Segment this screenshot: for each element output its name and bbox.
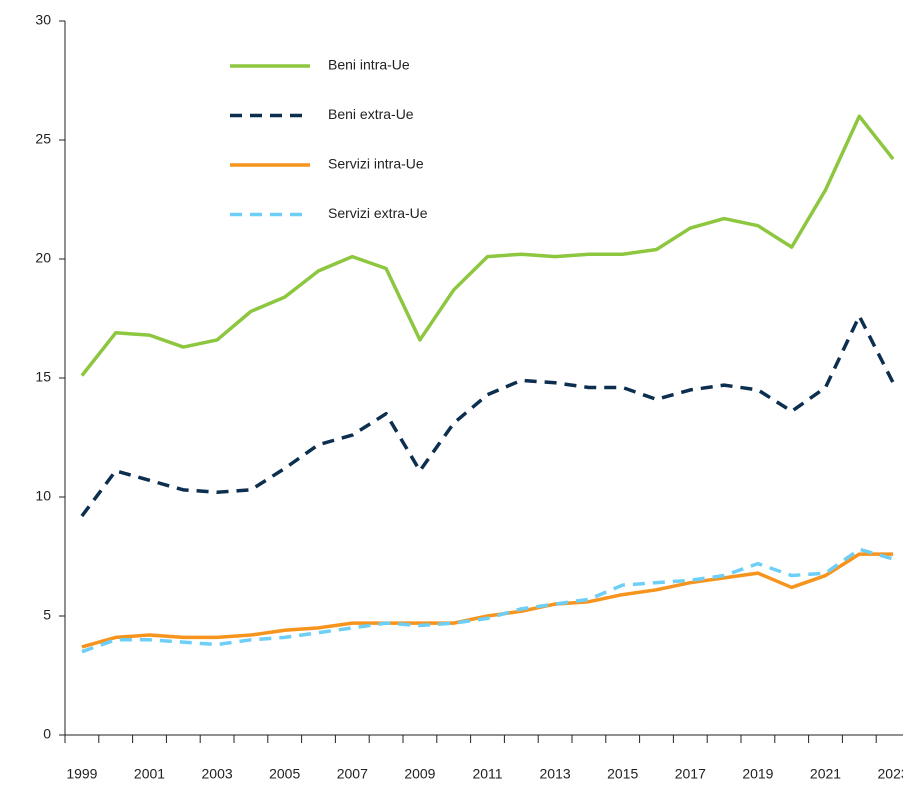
legend-label: Servizi extra-Ue bbox=[328, 205, 428, 221]
x-tick-label: 2007 bbox=[337, 766, 368, 782]
y-tick-label: 5 bbox=[43, 607, 51, 623]
x-tick-label: 2009 bbox=[404, 766, 435, 782]
series-line bbox=[81, 547, 894, 654]
y-tick-label: 10 bbox=[35, 488, 51, 504]
y-tick-label: 20 bbox=[35, 250, 51, 266]
series-line bbox=[81, 552, 894, 649]
legend-label: Beni intra-Ue bbox=[328, 57, 410, 73]
series-line bbox=[80, 314, 895, 518]
x-tick-label: 2005 bbox=[269, 766, 300, 782]
x-tick-label: 2019 bbox=[742, 766, 773, 782]
series-line bbox=[80, 114, 895, 377]
y-tick-label: 30 bbox=[35, 12, 51, 28]
x-tick-label: 2013 bbox=[540, 766, 571, 782]
x-tick-label: 2003 bbox=[202, 766, 233, 782]
x-tick-label: 2011 bbox=[472, 766, 502, 782]
x-tick-label: 2015 bbox=[607, 766, 638, 782]
x-tick-label: 1999 bbox=[66, 766, 97, 782]
x-tick-label: 2001 bbox=[134, 766, 165, 782]
y-tick-label: 0 bbox=[43, 726, 51, 742]
y-tick-label: 25 bbox=[35, 131, 51, 147]
legend-label: Beni extra-Ue bbox=[328, 106, 414, 122]
x-tick-label: 2023 bbox=[878, 766, 903, 782]
legend-label: Servizi intra-Ue bbox=[328, 156, 424, 172]
x-tick-label: 2021 bbox=[810, 766, 841, 782]
x-tick-label: 2017 bbox=[675, 766, 706, 782]
y-tick-label: 15 bbox=[35, 369, 51, 385]
